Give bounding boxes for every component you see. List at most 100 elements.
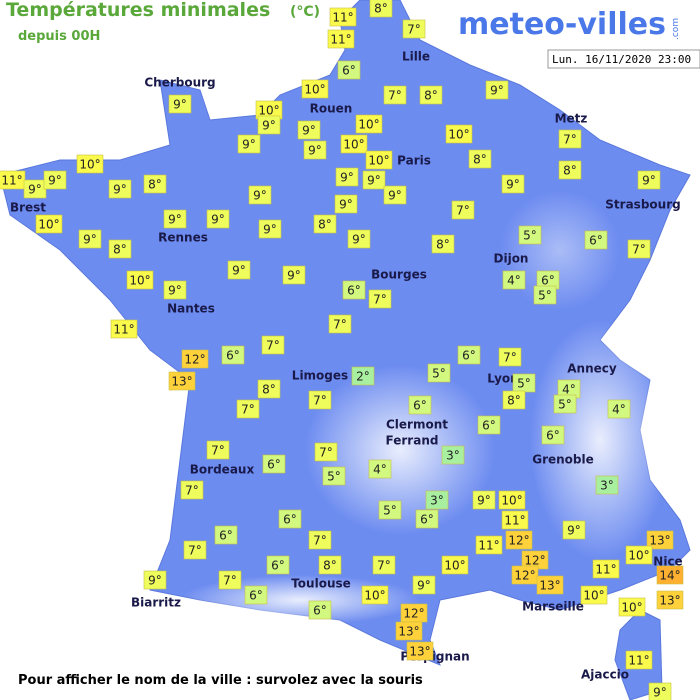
station: 5° bbox=[427, 363, 451, 383]
station-temp: 7° bbox=[373, 293, 387, 307]
station: 6° bbox=[221, 345, 245, 365]
station-box bbox=[206, 440, 230, 460]
station-temp: 12° bbox=[508, 534, 529, 548]
station: 9° bbox=[163, 209, 187, 229]
station-temp: 9° bbox=[28, 183, 42, 197]
footer: Pour afficher le nom de la ville : survo… bbox=[18, 673, 423, 688]
station-temp: 5° bbox=[558, 398, 572, 412]
city-name: Marseille bbox=[522, 600, 584, 614]
date: Lun. 16/11/2020 23:00 bbox=[552, 53, 691, 66]
station-temp: 11° bbox=[113, 323, 134, 337]
station-box bbox=[472, 490, 496, 510]
station-box bbox=[335, 167, 359, 187]
station-box bbox=[248, 185, 272, 205]
station: 2° bbox=[351, 366, 375, 386]
station-box bbox=[168, 371, 196, 391]
station-box bbox=[108, 179, 132, 199]
station: 7° bbox=[261, 335, 285, 355]
station-box bbox=[477, 415, 501, 435]
station-box bbox=[592, 559, 620, 579]
station: 7° bbox=[206, 440, 230, 460]
station-box bbox=[553, 394, 577, 414]
station-box bbox=[126, 270, 154, 290]
station: 9° bbox=[648, 682, 672, 700]
station-temp: 10° bbox=[448, 128, 469, 142]
station-box bbox=[498, 347, 522, 367]
station: 7° bbox=[558, 129, 582, 149]
station: 7° bbox=[180, 480, 204, 500]
station-box bbox=[383, 185, 407, 205]
station-box bbox=[368, 459, 392, 479]
station-box bbox=[558, 160, 582, 180]
station-temp: 8° bbox=[424, 89, 438, 103]
station-temp: 6° bbox=[313, 604, 327, 618]
station-temp: 5° bbox=[383, 504, 397, 518]
station-box bbox=[441, 555, 469, 575]
station-box bbox=[227, 260, 251, 280]
station: 10° bbox=[618, 597, 646, 617]
city-name: Brest bbox=[10, 201, 46, 215]
station-box bbox=[468, 149, 492, 169]
station: 9° bbox=[472, 490, 496, 510]
station: 9° bbox=[335, 167, 359, 187]
station-temp: 13° bbox=[659, 594, 680, 608]
station-box bbox=[329, 7, 357, 27]
city-name: Cherbourg bbox=[144, 76, 215, 90]
station-box bbox=[43, 170, 67, 190]
station-box bbox=[258, 219, 282, 239]
station-temp: 7° bbox=[211, 444, 225, 458]
station: 6° bbox=[342, 280, 366, 300]
station-temp: 9° bbox=[168, 284, 182, 298]
station: 6° bbox=[244, 585, 268, 605]
station: 5° bbox=[518, 225, 542, 245]
city-name: Ajaccio bbox=[581, 668, 629, 682]
station-temp: 7° bbox=[319, 446, 333, 460]
station: 12° bbox=[400, 603, 428, 623]
station-temp: 7° bbox=[388, 89, 402, 103]
station-temp: 10° bbox=[364, 589, 385, 603]
city-name: Clermont bbox=[386, 418, 448, 432]
station-temp: 10° bbox=[501, 494, 522, 508]
station: 10° bbox=[580, 585, 608, 605]
station: 8° bbox=[369, 0, 393, 18]
station-box bbox=[412, 575, 436, 595]
city-name: Annecy bbox=[567, 362, 617, 376]
station-box bbox=[533, 285, 557, 305]
station-temp: 7° bbox=[407, 23, 421, 37]
station-temp: 10° bbox=[258, 104, 279, 118]
subtitle: depuis 00H bbox=[18, 29, 100, 44]
station-temp: 6° bbox=[271, 559, 285, 573]
station-temp: 9° bbox=[490, 84, 504, 98]
station-temp: 11° bbox=[1, 174, 22, 188]
station-temp: 6° bbox=[413, 399, 427, 413]
station-box bbox=[328, 314, 352, 334]
station-temp: 5° bbox=[327, 470, 341, 484]
station: 8° bbox=[313, 214, 337, 234]
station: 3° bbox=[595, 475, 619, 495]
station: 11° bbox=[329, 7, 357, 27]
station-temp: 9° bbox=[211, 213, 225, 227]
station-box bbox=[244, 585, 268, 605]
city-name: Ferrand bbox=[386, 434, 439, 448]
station-temp: 12° bbox=[184, 353, 205, 367]
station-box bbox=[656, 565, 684, 585]
station-box bbox=[35, 214, 63, 234]
station-box bbox=[558, 129, 582, 149]
station-temp: 9° bbox=[388, 189, 402, 203]
station: 4° bbox=[502, 270, 526, 290]
station-temp: 9° bbox=[168, 213, 182, 227]
station: 6° bbox=[214, 525, 238, 545]
station: 11° bbox=[501, 510, 529, 530]
station-box bbox=[646, 530, 674, 550]
station-temp: 13° bbox=[171, 375, 192, 389]
station-box bbox=[607, 399, 631, 419]
station: 10° bbox=[301, 79, 329, 99]
station-box bbox=[536, 575, 564, 595]
station-temp: 8° bbox=[113, 243, 127, 257]
station-box bbox=[143, 174, 167, 194]
station-box bbox=[308, 530, 332, 550]
station-temp: 8° bbox=[323, 559, 337, 573]
station: 11° bbox=[592, 559, 620, 579]
station-temp: 6° bbox=[347, 284, 361, 298]
logo-suffix: .com bbox=[671, 18, 681, 40]
